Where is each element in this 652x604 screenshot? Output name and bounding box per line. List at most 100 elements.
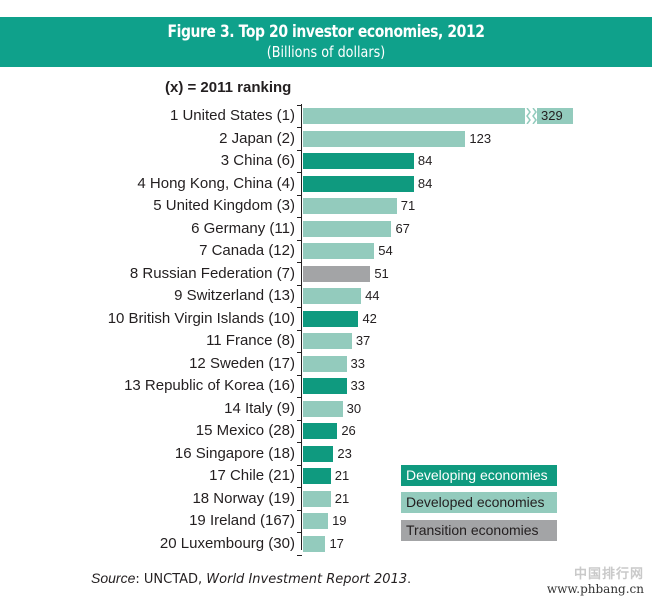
source-report: World Investment Report 2013 (206, 572, 408, 587)
bar-row: 16 Singapore (18) 23 (0, 443, 652, 465)
watermark-cn: 中国排行网 (573, 567, 644, 582)
source-suffix: . (407, 570, 411, 586)
bar (303, 243, 375, 259)
axis-tick (297, 329, 302, 331)
category-label: 9 Switzerland (13) (174, 287, 295, 304)
axis-tick (297, 487, 302, 488)
value-label: 84 (417, 175, 433, 191)
bar (303, 310, 359, 327)
axis-tick (297, 442, 302, 443)
category-label: 5 United Kingdom (3) (153, 197, 295, 214)
bar (303, 265, 371, 282)
bar (303, 220, 392, 237)
bar-row: 12 Sweden (17) 33 (0, 353, 652, 375)
value-label: 42 (362, 310, 377, 326)
category-label: 8 Russian Federation (7) (129, 264, 295, 282)
value-label: 67 (395, 220, 410, 236)
value-label: 33 (350, 378, 366, 393)
bar-row: 20 Luxembourg (30) 17 (0, 533, 652, 555)
value-label: 26 (341, 423, 356, 438)
bar (303, 445, 334, 462)
axis-tick (297, 509, 302, 511)
axis-tick (297, 194, 302, 196)
axis-tick (297, 374, 302, 376)
legend-developed: Developed economies (401, 492, 557, 513)
ranking-note: (x) = 2011 ranking (165, 79, 292, 96)
bar-row: 3 China (6) 84 (0, 150, 652, 172)
axis-tick (297, 127, 302, 128)
category-label: 14 Italy (9) (224, 399, 295, 417)
value-label: 17 (329, 535, 344, 551)
category-label: 10 British Virgin Islands (10) (107, 309, 295, 327)
category-label: 11 France (8) (206, 332, 295, 349)
category-label: 17 Chile (21) (209, 467, 295, 484)
axis-tick (297, 104, 302, 106)
bar-row: 8 Russian Federation (7) 51 (0, 263, 652, 285)
y-axis (301, 104, 302, 550)
watermark-url: www.phbang.cn (546, 582, 644, 596)
bar (303, 400, 343, 417)
value-label: 44 (365, 288, 380, 303)
category-label: 3 China (6) (220, 152, 295, 169)
value-label: 329 (541, 108, 563, 123)
axis-tick (297, 352, 302, 353)
value-label: 21 (334, 490, 350, 506)
category-label: 6 Germany (11) (191, 219, 295, 237)
value-label: 84 (417, 153, 433, 168)
bar (303, 513, 329, 529)
value-label: 54 (378, 243, 393, 258)
axis-tick (297, 464, 302, 466)
axis-tick (297, 397, 302, 398)
bar (303, 198, 397, 214)
category-label: 2 Japan (2) (219, 129, 295, 147)
value-label: 37 (355, 333, 371, 348)
axis-tick (297, 532, 302, 533)
bar (303, 490, 331, 507)
category-label: 15 Mexico (28) (195, 422, 295, 439)
bar-row: 10 British Virgin Islands (10) 42 (0, 308, 652, 330)
category-label: 1 United States (1) (169, 107, 295, 124)
axis-tick (297, 307, 302, 308)
category-label: 16 Singapore (18) (174, 444, 295, 462)
bar-row: 1 United States (1) 329 (0, 105, 652, 127)
axis-tick (297, 419, 302, 421)
bar-row: 5 United Kingdom (3) 71 (0, 195, 652, 217)
bar (303, 130, 466, 147)
legend-transition: Transition economies (401, 520, 557, 541)
value-label: 51 (374, 265, 389, 281)
value-label: 123 (469, 130, 492, 146)
bar-row: 6 Germany (11) 67 (0, 218, 652, 240)
value-label: 21 (334, 468, 350, 483)
axis-tick (297, 172, 302, 173)
value-label: 19 (332, 513, 347, 528)
bar (303, 175, 414, 192)
axis-break-icon (525, 108, 537, 124)
axis-tick (297, 239, 302, 241)
category-label: 19 Ireland (167) (189, 512, 295, 529)
category-label: 7 Canada (12) (199, 242, 295, 259)
bar-row: 14 Italy (9) 30 (0, 398, 652, 420)
chart-header: Figure 3. Top 20 investor economies, 201… (0, 17, 652, 67)
bar-row: 2 Japan (2) 123 (0, 128, 652, 150)
axis-tick (297, 284, 302, 286)
bar (303, 108, 573, 124)
axis-tick (297, 554, 302, 556)
bar-row: 9 Switzerland (13) 44 (0, 285, 652, 307)
legend-developing: Developing economies (401, 465, 557, 486)
category-label: 20 Luxembourg (30) (159, 534, 295, 552)
bar (303, 153, 414, 169)
bar-row: 19 Ireland (167) 19 (0, 510, 652, 532)
bar-row: 15 Mexico (28) 26 (0, 420, 652, 442)
value-label: 33 (350, 355, 366, 371)
bar-row: 7 Canada (12) 54 (0, 240, 652, 262)
bar-row: 13 Republic of Korea (16) 33 (0, 375, 652, 397)
category-label: 18 Norway (19) (192, 489, 295, 507)
chart-subtitle: (Billions of dollars) (266, 43, 386, 61)
bar (303, 333, 352, 349)
bar-row: 4 Hong Kong, China (4) 84 (0, 173, 652, 195)
category-label: 13 Republic of Korea (16) (124, 377, 295, 394)
bar (303, 378, 347, 394)
value-label: 30 (346, 400, 362, 416)
bar (303, 535, 326, 552)
bar (303, 288, 362, 304)
